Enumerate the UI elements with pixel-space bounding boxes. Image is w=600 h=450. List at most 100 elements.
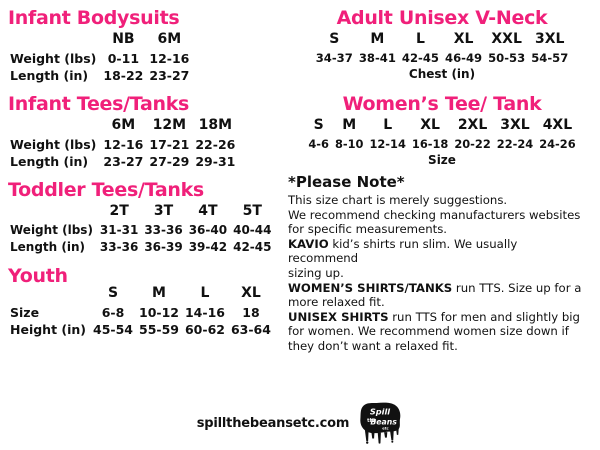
note-line: UNISEX SHIRTS run TTS for men and slight…: [288, 310, 588, 325]
table-cell: 63-64: [230, 322, 271, 337]
note-line-bold: UNISEX SHIRTS: [288, 309, 389, 324]
table-cell: 42-45: [233, 240, 272, 254]
table-infant-tees-tanks: 6M 12M 18M Weight (lbs) 12-16 17-21 22-2…: [8, 116, 238, 170]
table-cell: 12-16: [149, 51, 190, 66]
note-line-text: they don’t want a relaxed fit.: [288, 338, 458, 353]
section-title-adult-unisex-vneck: Adult Unisex V-Neck: [336, 7, 548, 29]
column-header: 6M: [157, 31, 182, 47]
section-title-infant-tees-tanks: Infant Tees/Tanks: [8, 93, 190, 115]
note-line-text: kid’s shirts run slim. We usually recomm…: [288, 236, 518, 266]
table-cell: 38-41: [358, 51, 396, 65]
note-line: for specific measurements.: [288, 222, 588, 237]
table-row: Length (in) 33-36 36-39 39-42 42-45: [8, 239, 274, 256]
table-cell: 14-16: [184, 305, 225, 320]
column-header: L: [415, 31, 425, 47]
table-header-row: S M L XL XXL 3XL: [313, 30, 572, 50]
table-cell: 36-40: [188, 223, 228, 237]
right-column: Adult Unisex V-Neck S M L XL XXL 3XL 34-…: [288, 6, 596, 356]
table-row: Length (in) 18-22 23-27: [8, 67, 192, 84]
column-header: XL: [420, 117, 440, 133]
note-line-bold: KAVIO: [288, 236, 329, 251]
section-adult-unisex-vneck: Adult Unisex V-Neck S M L XL XXL 3XL 34-…: [288, 6, 596, 82]
row-label: Length (in): [10, 68, 89, 83]
section-infant-bodysuits: Infant Bodysuits NB 6M Weight (lbs) 0-11…: [8, 6, 288, 84]
note-line-text: This size chart is merely suggestions.: [288, 193, 508, 207]
table-cell: 33-36: [144, 223, 183, 237]
note-title: *Please Note*: [288, 173, 405, 191]
section-title-womens-tee-tank: Women’s Tee/ Tank: [342, 93, 542, 115]
table-cell: 18-22: [103, 68, 144, 83]
column-header: NB: [112, 31, 135, 47]
section-youth: Youth S M L XL Size 6-8 10-12 14-16: [8, 264, 288, 338]
table-womens-tee-tank: S M L XL 2XL 3XL 4XL 4-6 8-10 12-14 16-1…: [305, 116, 578, 153]
table-cell: 27-29: [149, 154, 190, 169]
note-line: for women. We recommend women size down …: [288, 324, 588, 339]
table-cell: 10-12: [139, 305, 179, 320]
corner-cell: [8, 202, 97, 222]
table-cell: 6-8: [101, 305, 125, 320]
row-label: Length (in): [10, 240, 85, 254]
table-cell: 17-21: [149, 137, 190, 152]
column-header: XL: [453, 31, 474, 47]
table-cell: 24-26: [539, 137, 576, 151]
table-cell: 23-27: [103, 154, 144, 169]
column-header: 6M: [111, 117, 136, 133]
table-cell: 46-49: [445, 51, 483, 65]
table-row: Height (in) 45-54 55-59 60-62 63-64: [8, 321, 274, 338]
column-header: 4XL: [542, 117, 573, 133]
table-cell: 33-36: [99, 240, 139, 254]
table-row: Length (in) 23-27 27-29 29-31: [8, 153, 238, 170]
column-header: S: [329, 31, 340, 47]
note-line: This size chart is merely suggestions.: [288, 193, 588, 208]
section-title-toddler-tees-tanks: Toddler Tees/Tanks: [8, 179, 204, 201]
table-cell: 34-37: [315, 51, 353, 65]
note-line-text: for women. We recommend women size down …: [288, 324, 569, 339]
section-please-note: *Please Note* This size chart is merely …: [288, 172, 596, 354]
table-cell: 29-31: [195, 154, 236, 169]
column-header: 4T: [198, 203, 218, 219]
row-label: Weight (lbs): [10, 137, 97, 152]
column-header: 2T: [109, 203, 129, 219]
section-title-youth: Youth: [8, 265, 68, 287]
note-line-text: run TTS. Size up for a: [452, 280, 582, 295]
logo-text-etc: etc: [383, 426, 389, 430]
column-header: 5T: [242, 203, 262, 219]
table-header-row: 6M 12M 18M: [8, 116, 238, 136]
note-line-text: more relaxed fit.: [288, 295, 385, 310]
column-header: M: [370, 31, 385, 47]
column-header: 18M: [198, 117, 233, 133]
note-line-text: run TTS for men and slightly big: [388, 309, 580, 324]
table-header-row: NB 6M: [8, 30, 192, 50]
note-line-bold: WOMEN’S SHIRTS/TANKS: [288, 280, 453, 295]
table-row: Weight (lbs) 12-16 17-21 22-26: [8, 136, 238, 153]
table-cell: 0-11: [107, 51, 140, 66]
left-column: Infant Bodysuits NB 6M Weight (lbs) 0-11…: [8, 6, 288, 340]
table-header-row: 2T 3T 4T 5T: [8, 202, 274, 222]
table-adult-unisex-vneck: S M L XL XXL 3XL 34-37 38-41 42-45 46-49…: [313, 30, 572, 67]
section-infant-tees-tanks: Infant Tees/Tanks 6M 12M 18M Weight (lbs…: [8, 92, 288, 170]
table-header-row: S M L XL: [8, 284, 274, 304]
table-toddler-tees-tanks: 2T 3T 4T 5T Weight (lbs) 31-31 33-36 36-…: [8, 202, 274, 256]
table-cell: 50-53: [488, 51, 526, 65]
corner-cell: [8, 30, 100, 50]
row-label: Size: [10, 305, 40, 320]
column-header: L: [200, 285, 210, 301]
column-header: XXL: [491, 31, 522, 47]
note-body: This size chart is merely suggestions. W…: [288, 193, 588, 354]
row-label: Weight (lbs): [10, 51, 97, 66]
row-label: Weight (lbs): [10, 223, 93, 237]
note-line-text: for specific measurements.: [288, 222, 448, 237]
table-row: Size 6-8 10-12 14-16 18: [8, 304, 274, 321]
table-cell: 20-22: [454, 137, 491, 151]
note-line: We recommend checking manufacturers webs…: [288, 208, 588, 223]
table-row: Weight (lbs) 31-31 33-36 36-40 40-44: [8, 222, 274, 239]
table-cell: 54-57: [531, 51, 569, 65]
table-cell: 55-59: [139, 322, 179, 337]
caption-chest-in: Chest (in): [408, 67, 476, 81]
table-cell: 12-16: [103, 137, 144, 152]
table-header-row: S M L XL 2XL 3XL 4XL: [305, 116, 578, 136]
table-cell: 22-26: [195, 137, 236, 152]
corner-cell: [8, 116, 100, 136]
website-url: spillthebeansetc.com: [196, 415, 350, 431]
